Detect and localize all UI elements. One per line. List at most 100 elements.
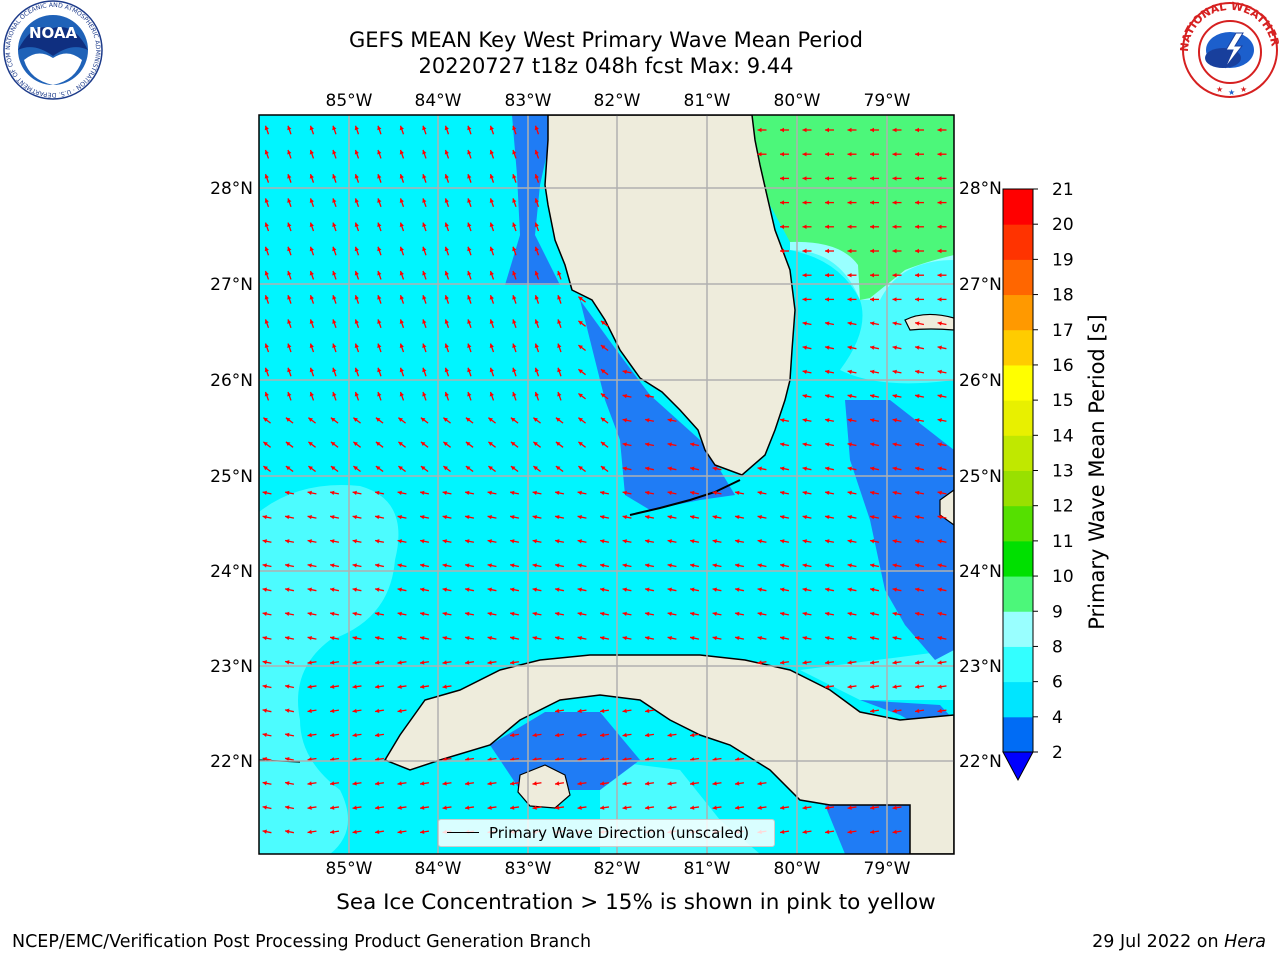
wave-arrow-head	[422, 391, 427, 397]
wave-arrow-head	[645, 490, 650, 496]
wave-arrow-head	[534, 367, 539, 373]
wave-arrow-head	[847, 539, 852, 544]
wave-arrow-head	[398, 466, 403, 471]
wave-arrow-head	[532, 732, 537, 738]
wave-arrow-head	[600, 539, 605, 544]
wave-arrow-head	[802, 611, 807, 617]
wave-arrow-head	[397, 781, 402, 786]
wave-arrow-head	[264, 246, 269, 252]
wave-arrow-head	[285, 587, 290, 592]
wave-arrow-head	[757, 466, 762, 471]
wave-arrow-head	[285, 466, 291, 471]
wave-arrow-head	[892, 611, 897, 617]
colorbar-segment	[1003, 224, 1033, 260]
wave-arrow-head	[444, 367, 449, 373]
wave-arrow-head	[399, 198, 404, 203]
wave-arrow-head	[757, 660, 762, 665]
wave-arrow-head	[757, 805, 762, 810]
wave-arrow-head	[577, 635, 582, 641]
wave-arrow-head	[399, 319, 404, 324]
wave-arrow-head	[443, 441, 448, 447]
wave-arrow-head	[578, 296, 583, 301]
wave-arrow-head	[690, 563, 695, 568]
wave-arrow-head	[354, 343, 359, 349]
wave-arrow-head	[442, 684, 447, 689]
wave-arrow-head	[892, 514, 897, 520]
wave-arrow-head	[712, 635, 717, 641]
wave-arrow-head	[555, 587, 560, 592]
colorbar-tick-label: 15	[1052, 391, 1074, 411]
wave-arrow-head	[847, 466, 852, 471]
wave-arrow-head	[444, 246, 449, 252]
lat-label: 26°N	[959, 371, 1002, 391]
wave-arrow-head	[645, 611, 650, 617]
wave-arrow-head	[512, 295, 517, 300]
wave-arrow-head	[802, 297, 807, 302]
wave-arrow-head	[465, 587, 470, 592]
chart-title: GEFS MEAN Key West Primary Wave Mean Per…	[349, 28, 863, 52]
period-zone-blue-tampa	[505, 115, 560, 285]
lat-label: 23°N	[210, 657, 253, 677]
wave-arrow-head	[287, 343, 292, 349]
wave-arrow-head	[645, 563, 650, 568]
wave-arrow-head	[578, 369, 583, 374]
wave-arrow-head	[600, 345, 606, 350]
wave-arrow-head	[915, 176, 919, 181]
wave-arrow-head	[444, 174, 449, 179]
wave-arrow-head	[285, 708, 290, 713]
wave-arrow-head	[375, 805, 380, 810]
wave-arrow-head	[422, 198, 427, 203]
colorbar-segment	[1003, 716, 1033, 753]
wave-arrow-head	[915, 611, 920, 617]
wave-arrow-head	[354, 270, 359, 276]
wave-arrow-head	[397, 684, 402, 689]
wave-arrow-head	[489, 246, 494, 252]
wave-arrow-head	[399, 270, 404, 276]
wave-arrow-head	[915, 539, 920, 544]
wave-arrow-head	[555, 611, 560, 617]
wave-arrow-head	[937, 660, 942, 665]
wave-arrow-head	[264, 295, 269, 300]
wave-arrow-head	[332, 125, 337, 131]
wave-arrow-head	[892, 708, 897, 714]
wave-arrow-head	[465, 514, 470, 520]
wave-arrow-head	[892, 684, 897, 689]
wave-arrow-head	[825, 660, 830, 665]
wave-arrow-head	[375, 781, 380, 786]
wave-arrow-head	[532, 781, 537, 786]
colorbar-segment	[1003, 470, 1033, 507]
wave-arrow-head	[937, 273, 942, 278]
wave-arrow-head	[937, 611, 942, 617]
wave-arrow-head	[825, 224, 829, 229]
wave-arrow-head	[847, 805, 852, 810]
wave-arrow-head	[332, 149, 337, 155]
wave-arrow-head	[309, 222, 314, 228]
wave-arrow-head	[465, 781, 470, 786]
wave-arrow-head	[422, 319, 427, 324]
wave-arrow-head	[870, 369, 875, 375]
wave-arrow-head	[735, 563, 740, 568]
wave-arrow-head	[444, 222, 449, 228]
footer-date-text: 29 Jul 2022 on	[1092, 932, 1225, 952]
colorbar-tick-label: 14	[1052, 426, 1074, 446]
wave-arrow-head	[645, 805, 650, 810]
wave-arrow-head	[600, 320, 606, 326]
wave-arrow-head	[802, 248, 807, 254]
colorbar-tick-label: 2	[1052, 743, 1063, 763]
wave-arrow-head	[352, 708, 357, 714]
colorbar-segment	[1003, 189, 1033, 225]
wave-arrow-head	[937, 587, 942, 592]
wave-arrow-head	[285, 563, 290, 568]
wave-arrow-head	[937, 563, 942, 568]
period-zone-blue-south	[825, 805, 910, 854]
wave-arrow-head	[937, 152, 942, 157]
wave-arrow-head	[870, 587, 875, 592]
wave-arrow-head	[534, 295, 539, 300]
wave-arrow-head	[534, 222, 539, 228]
colorbar-tick-label: 9	[1052, 602, 1063, 622]
wave-arrow-head	[420, 490, 425, 496]
wave-arrow-head	[510, 732, 515, 738]
wave-arrow-head	[352, 805, 357, 810]
footer-host: Hera	[1224, 932, 1266, 952]
wave-arrow-head	[735, 587, 740, 592]
